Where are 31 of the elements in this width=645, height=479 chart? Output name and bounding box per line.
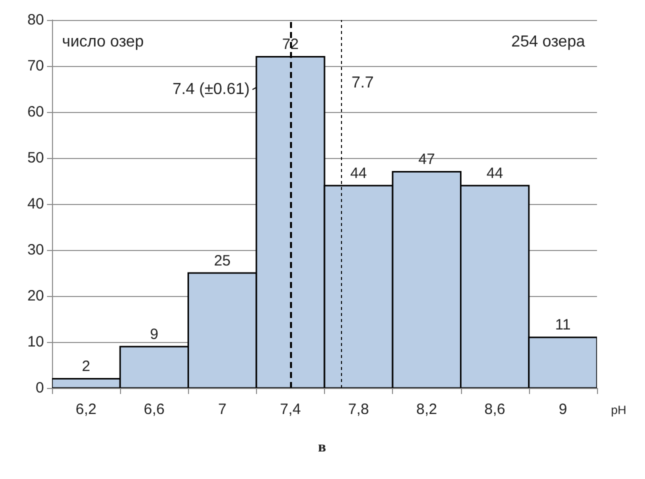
y-tick-label: 0 [36,380,44,396]
data-label: 9 [150,326,158,343]
data-label: 2 [82,358,90,376]
y-axis-title: число озер [62,34,144,50]
data-label: 47 [418,151,436,168]
y-tick-label: 40 [27,196,44,212]
x-tick-label: 6,2 [76,401,96,418]
x-tick-label: 8,2 [416,401,438,418]
data-label: 72 [282,36,299,54]
x-tick-label: 7,8 [348,401,369,418]
x-tick-label: 6,6 [144,401,165,418]
text: в [318,440,326,456]
x-tick-label: 9 [558,401,568,418]
y-tick-label: 50 [27,150,44,166]
ref-line-label: 7.7 [352,74,374,92]
x-axis-title: pH [611,403,626,417]
y-tick-label: 10 [27,334,44,350]
y-tick-label: 60 [27,104,44,120]
x-tick-label: 7 [218,401,226,418]
x-tick-label: 8,6 [484,401,506,418]
y-tick-label: 70 [27,58,44,74]
data-label: 44 [350,164,367,182]
ref-line-label: 7.4 (±0.61) [172,81,250,98]
x-tick-label: 7,4 [280,401,301,418]
annotation: 254 озера [511,34,586,50]
y-tick-label: 80 [27,12,44,28]
data-label: 25 [214,252,231,270]
y-tick-label: 20 [27,288,44,304]
y-tick-label: 30 [27,242,44,258]
data-label: 44 [486,164,504,182]
data-label: 11 [555,316,571,334]
